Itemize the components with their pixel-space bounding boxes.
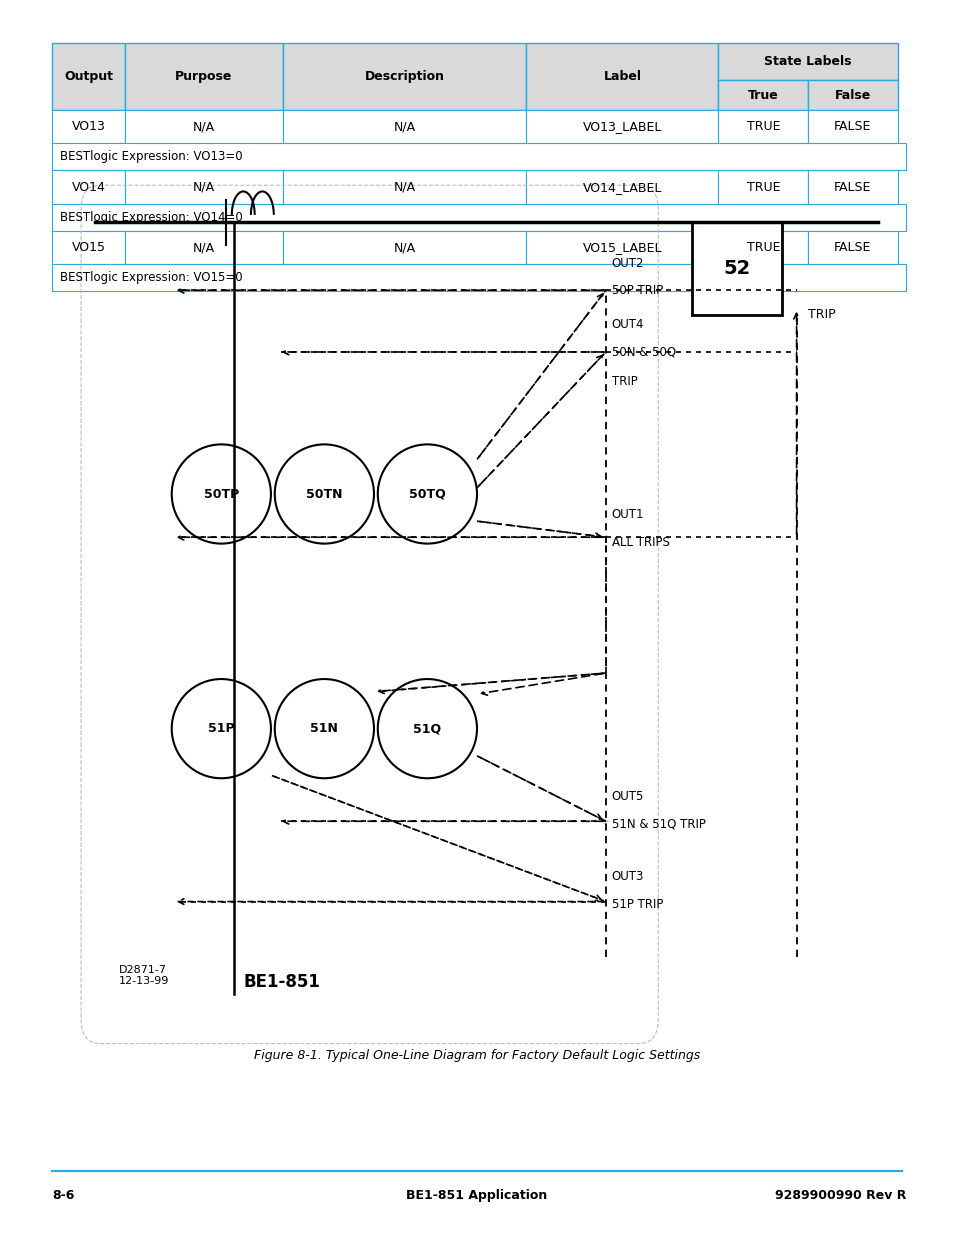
Text: 8-6: 8-6 xyxy=(52,1189,74,1202)
Text: 50P TRIP: 50P TRIP xyxy=(611,284,662,296)
Text: BESTlogic Expression: VO14=0: BESTlogic Expression: VO14=0 xyxy=(60,211,243,224)
Bar xyxy=(807,80,897,110)
Text: 50TN: 50TN xyxy=(306,488,342,500)
Text: FALSE: FALSE xyxy=(833,180,871,194)
Text: D2871-7
12-13-99: D2871-7 12-13-99 xyxy=(119,965,170,987)
Text: ALL TRIPS: ALL TRIPS xyxy=(611,536,669,548)
Text: BE1-851: BE1-851 xyxy=(243,973,320,990)
Text: Purpose: Purpose xyxy=(175,70,233,83)
Bar xyxy=(52,264,905,291)
Text: OUT5: OUT5 xyxy=(611,790,643,803)
Text: 50N & 50Q: 50N & 50Q xyxy=(611,346,675,358)
Bar xyxy=(526,231,718,264)
Text: VO15: VO15 xyxy=(71,241,106,254)
Text: VO13_LABEL: VO13_LABEL xyxy=(582,120,661,133)
Bar xyxy=(125,110,283,143)
Bar xyxy=(807,110,897,143)
Bar xyxy=(718,170,807,204)
Text: TRIP: TRIP xyxy=(611,375,637,388)
Text: FALSE: FALSE xyxy=(833,120,871,133)
Bar xyxy=(283,231,526,264)
Text: FALSE: FALSE xyxy=(833,241,871,254)
Bar xyxy=(526,43,718,110)
Text: TRUE: TRUE xyxy=(746,241,780,254)
Text: N/A: N/A xyxy=(394,120,416,133)
Bar xyxy=(283,110,526,143)
Bar xyxy=(283,170,526,204)
Bar xyxy=(125,231,283,264)
Text: N/A: N/A xyxy=(394,180,416,194)
Ellipse shape xyxy=(172,445,271,543)
Ellipse shape xyxy=(377,679,476,778)
Text: N/A: N/A xyxy=(193,180,214,194)
Text: Figure 8-1. Typical One-Line Diagram for Factory Default Logic Settings: Figure 8-1. Typical One-Line Diagram for… xyxy=(253,1050,700,1062)
Text: OUT3: OUT3 xyxy=(611,871,643,883)
Text: False: False xyxy=(834,89,870,101)
Bar xyxy=(526,110,718,143)
Text: TRIP: TRIP xyxy=(807,309,835,321)
Bar xyxy=(718,43,897,80)
Text: 51N: 51N xyxy=(310,722,338,735)
Bar xyxy=(283,43,526,110)
Text: N/A: N/A xyxy=(394,241,416,254)
Text: N/A: N/A xyxy=(193,241,214,254)
Text: VO14_LABEL: VO14_LABEL xyxy=(582,180,661,194)
Bar xyxy=(718,231,807,264)
Ellipse shape xyxy=(172,679,271,778)
Text: Output: Output xyxy=(64,70,113,83)
Text: VO14: VO14 xyxy=(71,180,106,194)
Bar xyxy=(125,170,283,204)
Bar xyxy=(52,143,905,170)
Bar xyxy=(807,231,897,264)
Text: BESTlogic Expression: VO13=0: BESTlogic Expression: VO13=0 xyxy=(60,151,242,163)
Bar xyxy=(807,170,897,204)
Bar xyxy=(718,110,807,143)
Text: 51N & 51Q TRIP: 51N & 51Q TRIP xyxy=(611,818,704,830)
Text: Label: Label xyxy=(602,70,640,83)
Text: State Labels: State Labels xyxy=(763,56,851,68)
Ellipse shape xyxy=(377,445,476,543)
Text: 9289900990 Rev R: 9289900990 Rev R xyxy=(774,1189,905,1202)
Ellipse shape xyxy=(274,679,374,778)
Bar xyxy=(52,170,125,204)
Bar xyxy=(52,43,125,110)
Text: OUT2: OUT2 xyxy=(611,257,643,269)
Bar xyxy=(52,231,125,264)
Bar xyxy=(125,43,283,110)
Text: OUT4: OUT4 xyxy=(611,319,643,331)
Text: VO15_LABEL: VO15_LABEL xyxy=(582,241,661,254)
Text: BESTlogic Expression: VO15=0: BESTlogic Expression: VO15=0 xyxy=(60,272,242,284)
Text: VO13: VO13 xyxy=(71,120,106,133)
Text: True: True xyxy=(747,89,778,101)
Text: 52: 52 xyxy=(722,259,750,278)
Bar xyxy=(52,204,905,231)
Text: BE1-851 Application: BE1-851 Application xyxy=(406,1189,547,1202)
Ellipse shape xyxy=(274,445,374,543)
Text: N/A: N/A xyxy=(193,120,214,133)
Text: 51P TRIP: 51P TRIP xyxy=(611,898,662,910)
Text: OUT1: OUT1 xyxy=(611,509,643,521)
Bar xyxy=(526,170,718,204)
Bar xyxy=(718,80,807,110)
Text: 51P: 51P xyxy=(208,722,234,735)
Text: 51Q: 51Q xyxy=(413,722,441,735)
Text: TRUE: TRUE xyxy=(746,120,780,133)
Text: Description: Description xyxy=(364,70,444,83)
Bar xyxy=(691,222,781,315)
Text: 50TP: 50TP xyxy=(204,488,238,500)
Text: TRUE: TRUE xyxy=(746,180,780,194)
Bar xyxy=(52,110,125,143)
Text: 50TQ: 50TQ xyxy=(409,488,445,500)
